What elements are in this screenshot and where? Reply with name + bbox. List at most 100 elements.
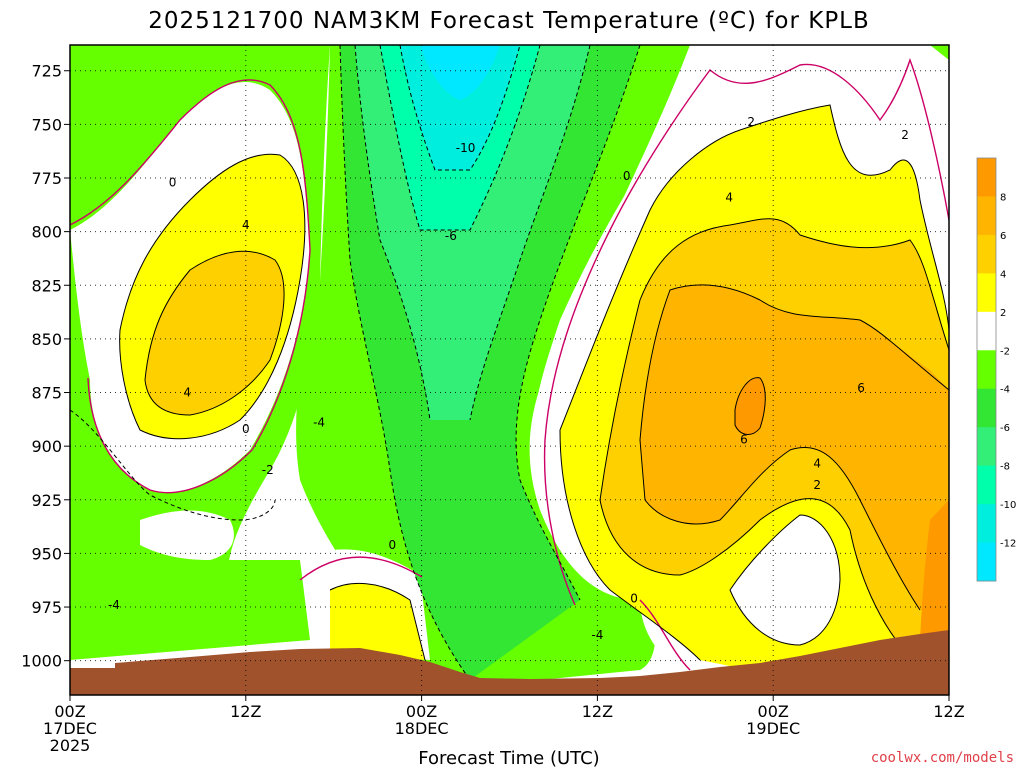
- contour-labels: 0 4 4 0 -2 -4 -10 -6 0 0 2 4 2 6 6 4 2 0 -4 -4: [108, 115, 909, 642]
- credit-text: coolwx.com/models: [871, 750, 1014, 766]
- contour-label: 0: [169, 175, 177, 189]
- minus6-isotherm-center-right: [469, 45, 591, 421]
- x-tick-label: 12Z: [933, 702, 964, 721]
- x-tick-label: 12Z: [230, 702, 261, 721]
- colorbar-swatch: [977, 158, 996, 197]
- minus4-isotherm-center-right: [515, 45, 641, 601]
- plus2-isotherm-bottom: [329, 582, 426, 661]
- contour-label: -4: [313, 416, 325, 430]
- region-below-minus2-left-bottom: [70, 560, 310, 660]
- x-tick-year: 2025: [50, 736, 91, 755]
- region-above-6-right: [640, 284, 949, 610]
- region-above-4-left: [145, 251, 285, 415]
- y-tick-label: 900: [31, 437, 62, 456]
- contour-label: 4: [242, 218, 250, 232]
- region-above-2-bottom: [330, 583, 425, 660]
- colorbar-frame: [976, 157, 997, 582]
- contour-label: -6: [445, 229, 457, 243]
- region-below-minus12-center: [420, 45, 500, 100]
- grid-lines: [70, 45, 949, 695]
- x-axis-label: Forecast Time (UTC): [418, 748, 599, 768]
- colorbar-level-label: 2: [1000, 308, 1006, 319]
- terrain-surface: [70, 630, 949, 695]
- colorbar-level-label: -4: [1000, 385, 1010, 396]
- plus2-isotherm-left: [119, 153, 306, 440]
- plus2-isotherm-hole: [729, 514, 841, 646]
- x-tick-label: 00Z: [54, 702, 85, 721]
- zero-isotherm-left: [70, 79, 311, 494]
- colorbar-level-label: 6: [1000, 231, 1006, 242]
- contour-label: 2: [747, 115, 755, 129]
- minus6-isotherm-center: [354, 45, 431, 421]
- y-tick-label: 925: [31, 491, 62, 510]
- contour-label: 2: [813, 478, 821, 492]
- region-below-minus10-center: [400, 45, 520, 170]
- region-above-8-corner: [920, 500, 949, 640]
- x-tick-date: 17DEC: [43, 719, 97, 738]
- minus8-isotherm-center: [379, 45, 541, 231]
- contour-label: 6: [857, 381, 865, 395]
- minus2-isotherm-left: [70, 409, 276, 521]
- contour-label: 4: [183, 386, 191, 400]
- colorbar-swatch: [977, 504, 996, 544]
- contour-label: 4: [813, 456, 821, 470]
- x-tick-label: 12Z: [582, 702, 613, 721]
- temperature-fill-regions: [70, 45, 949, 695]
- colorbar-level-label: 8: [1000, 192, 1006, 203]
- colorbar-swatch: [977, 388, 996, 428]
- contour-label: 0: [623, 169, 631, 183]
- minus10-isotherm-center: [399, 45, 521, 171]
- contour-label: 0: [630, 591, 638, 605]
- plus4-isotherm-right: [599, 218, 949, 646]
- region-white-hole-right: [730, 515, 840, 645]
- colorbar-level-label: -12: [1000, 539, 1016, 550]
- colorbar-level-label: 4: [1000, 269, 1006, 280]
- contour-lines: [70, 45, 949, 681]
- colorbar-swatch: [977, 234, 996, 274]
- x-tick-label: 00Z: [758, 702, 789, 721]
- contour-label: 4: [725, 190, 733, 204]
- plus4-isotherm-left: [144, 250, 285, 416]
- colorbar-swatch: [977, 542, 996, 582]
- colorbar-swatch: [977, 273, 996, 313]
- plot-frame: [69, 44, 950, 696]
- contour-label: -4: [591, 628, 603, 642]
- colorbar-level-label: -6: [1000, 423, 1010, 434]
- contour-label: -10: [456, 141, 476, 155]
- zero-isotherm-bottom: [299, 556, 423, 581]
- zero-isotherm-right: [543, 57, 949, 606]
- y-tick-label: 950: [31, 544, 62, 563]
- y-tick-label: 1000: [21, 652, 62, 671]
- region-above-8-right: [735, 377, 766, 435]
- region-white-left-lower: [140, 510, 234, 560]
- minus4-isotherm-center: [339, 45, 471, 681]
- x-tick-label: 00Z: [406, 702, 437, 721]
- chart-title: 2025121700 NAM3KM Forecast Temperature (…: [148, 8, 870, 34]
- contour-label: 0: [388, 538, 396, 552]
- colorbar-level-label: -8: [1000, 462, 1010, 473]
- plus8-isotherm-right: [734, 377, 766, 435]
- contour-label: -4: [108, 598, 120, 612]
- colorbar: 8 6 4 2 -2 -4 -6 -8 -10 -12: [976, 157, 1016, 582]
- contour-label: 0: [242, 422, 250, 436]
- y-tick-label: 750: [31, 115, 62, 134]
- y-tick-label: 975: [31, 598, 62, 617]
- colorbar-swatch: [977, 465, 996, 505]
- colorbar-level-label: -10: [1000, 500, 1016, 511]
- contour-label: -2: [262, 463, 274, 477]
- colorbar-swatch: [977, 427, 996, 467]
- region-below-minus2-top-right: [930, 45, 949, 60]
- y-tick-label: 825: [31, 276, 62, 295]
- contour-label: 6: [740, 433, 748, 447]
- x-tick-date: 19DEC: [746, 719, 800, 738]
- zero-isotherm-right-bottom: [639, 599, 691, 671]
- y-tick-label: 725: [31, 62, 62, 81]
- y-tick-label: 775: [31, 169, 62, 188]
- colorbar-swatch: [977, 311, 996, 351]
- colorbar-swatch: [977, 350, 996, 390]
- y-tick-label: 800: [31, 223, 62, 242]
- contour-label: 2: [901, 128, 909, 142]
- y-tick-label: 875: [31, 384, 62, 403]
